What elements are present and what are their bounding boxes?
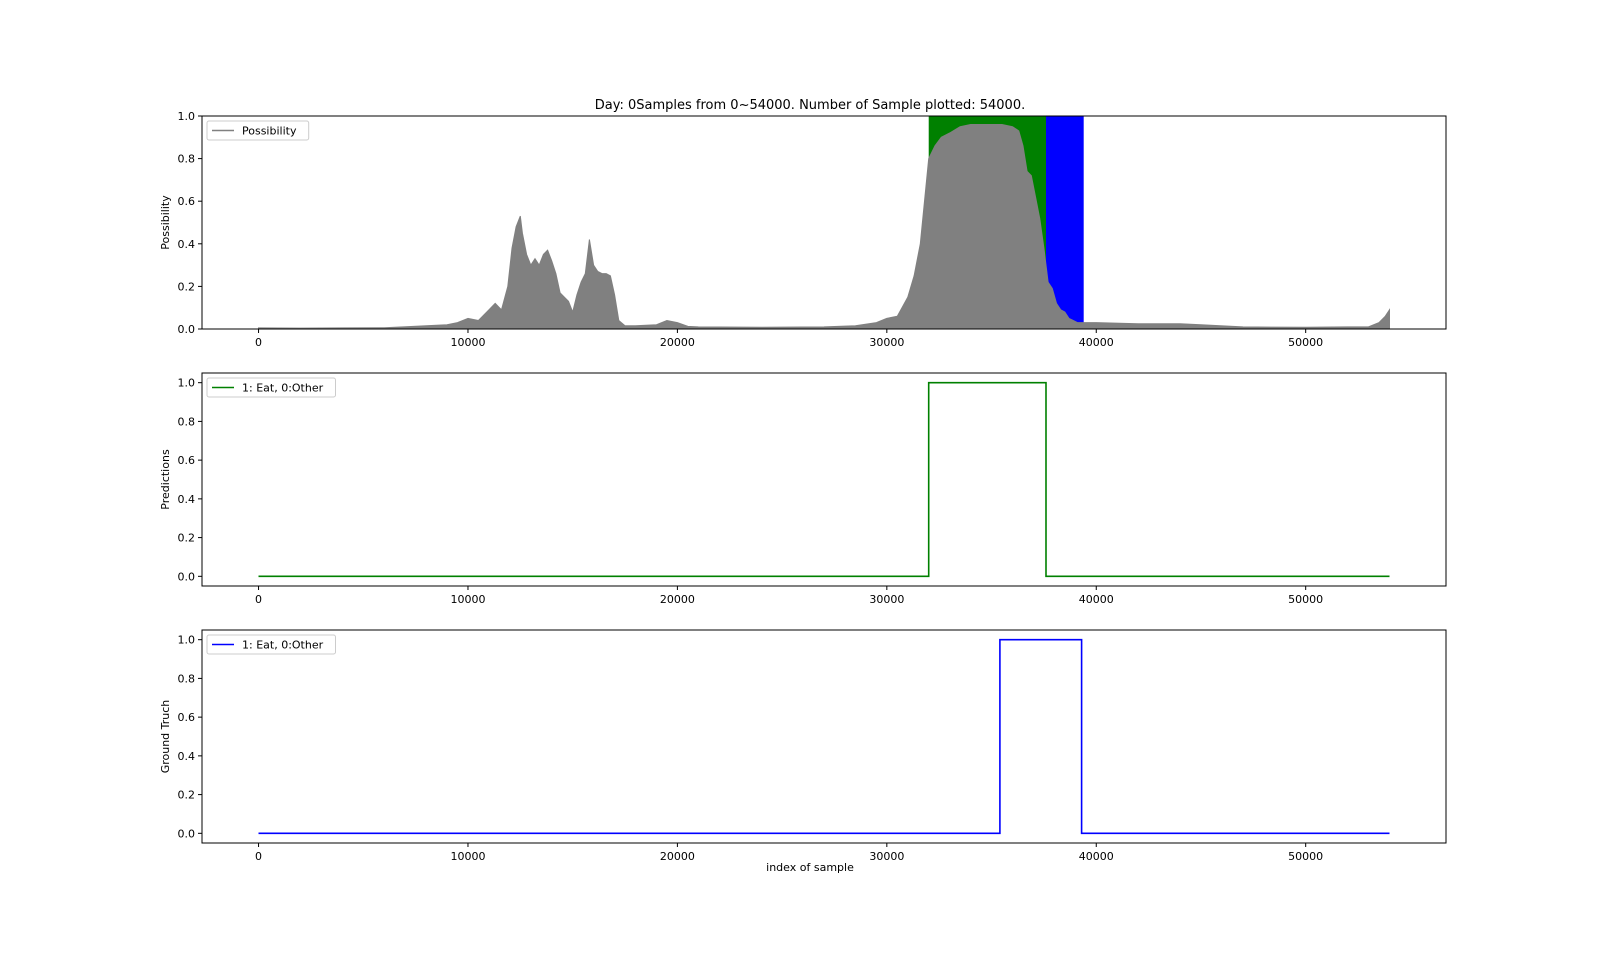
x-tick-label: 50000: [1288, 850, 1323, 863]
subplot-3: 0 10000 20000 30000 40000 50000 0.0 0.2 0.4 0.6 0.…: [159, 629, 1447, 863]
axes-frame: [201, 372, 1447, 587]
legend-label: 1: Eat, 0:Other: [242, 382, 324, 395]
y-axis-label: Predictions: [159, 449, 172, 510]
y-tick-label: 0.8: [178, 672, 196, 685]
x-tick-label: 50000: [1288, 593, 1323, 606]
x-tick-label: 30000: [869, 850, 904, 863]
y-tick-label: 0.0: [178, 323, 196, 336]
legend: 1: Eat, 0:Other: [206, 377, 336, 398]
y-tick-label: 1.0: [178, 110, 196, 123]
y-tick-label: 1.0: [178, 634, 196, 647]
y-tick-label: 0.4: [178, 238, 196, 251]
x-tick-label: 50000: [1288, 336, 1323, 349]
x-tick-label: 40000: [1079, 336, 1114, 349]
axes-frame: [201, 115, 1447, 330]
series-area-1: [258, 124, 1390, 330]
y-tick-label: 0.2: [178, 789, 196, 802]
x-tick-label: 0: [255, 850, 262, 863]
x-tick-label: 30000: [869, 336, 904, 349]
series-line-1: [258, 638, 1390, 835]
y-axis-label: Possibility: [159, 195, 172, 250]
x-tick-label: 20000: [660, 593, 695, 606]
legend: 1: Eat, 0:Other: [206, 634, 336, 655]
x-tick-label: 0: [255, 336, 262, 349]
x-tick-label: 20000: [660, 850, 695, 863]
series-line-1: [258, 381, 1390, 578]
x-tick-label: 0: [255, 593, 262, 606]
y-tick-label: 0.8: [178, 153, 196, 166]
y-tick-label: 0.6: [178, 454, 196, 467]
y-tick-label: 0.0: [178, 827, 196, 840]
chart-title: Day: 0Samples from 0~54000. Number of Sa…: [595, 98, 1025, 113]
y-tick-label: 0.0: [178, 570, 196, 583]
subplot-2: 0 10000 20000 30000 40000 50000 0.0 0.2 0.4 0.6 0.…: [159, 372, 1447, 606]
x-tick-label: 40000: [1079, 593, 1114, 606]
x-tick-label: 10000: [450, 593, 485, 606]
legend: Possibility: [206, 120, 310, 141]
x-tick-label: 20000: [660, 336, 695, 349]
y-tick-label: 1.0: [178, 377, 196, 390]
x-tick-label: 10000: [450, 850, 485, 863]
x-tick-label: 10000: [450, 336, 485, 349]
subplot-1: 0 10000 20000 30000 40000 50000 0.0 0.2 0.4 0.6 0.…: [159, 110, 1447, 349]
y-tick-label: 0.2: [178, 280, 196, 293]
x-tick-label: 40000: [1079, 850, 1114, 863]
legend-box: [206, 634, 336, 655]
x-axis-label: index of sample: [766, 861, 854, 874]
axes-frame: [201, 629, 1447, 844]
y-tick-label: 0.4: [178, 750, 196, 763]
y-tick-label: 0.6: [178, 195, 196, 208]
y-tick-label: 0.4: [178, 493, 196, 506]
legend-label: Possibility: [242, 125, 297, 138]
legend-box: [206, 377, 336, 398]
y-tick-label: 0.6: [178, 711, 196, 724]
y-tick-label: 0.2: [178, 532, 196, 545]
legend-label: 1: Eat, 0:Other: [242, 639, 324, 652]
legend-box: [206, 120, 310, 141]
y-axis-label: Ground Truch: [159, 700, 172, 774]
x-tick-label: 30000: [869, 593, 904, 606]
y-tick-label: 0.8: [178, 415, 196, 428]
